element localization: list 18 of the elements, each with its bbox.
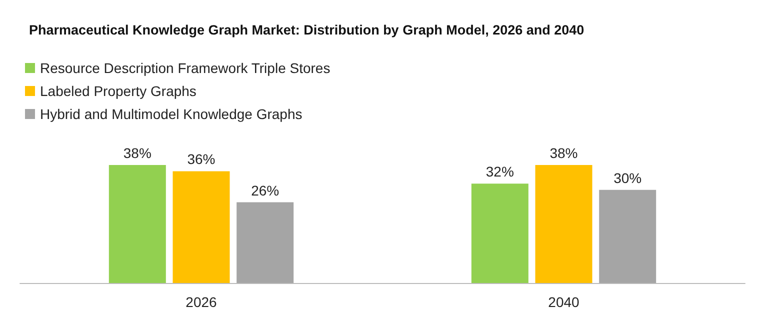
bar <box>599 190 656 283</box>
x-tick-label: 2040 <box>548 294 580 310</box>
legend-label: Labeled Property Graphs <box>40 83 196 99</box>
data-label: 38% <box>550 145 578 161</box>
bar <box>108 165 166 283</box>
data-label: 30% <box>614 170 642 186</box>
bar <box>535 165 592 283</box>
data-label: 38% <box>123 145 152 161</box>
chart-title: Pharmaceutical Knowledge Graph Market: Distribution by Graph Model, 2026 and 2040 <box>29 22 584 38</box>
x-tick-label: 2026 <box>186 294 218 310</box>
data-label: 36% <box>187 151 216 168</box>
legend-label: Hybrid and Multimodel Knowledge Graphs <box>40 106 302 122</box>
bar <box>172 171 230 283</box>
bar <box>236 202 294 283</box>
legend-label: Resource Description Framework Triple Stores <box>40 60 330 76</box>
data-label: 32% <box>486 164 514 180</box>
data-label: 26% <box>251 182 280 198</box>
bar <box>471 184 528 283</box>
